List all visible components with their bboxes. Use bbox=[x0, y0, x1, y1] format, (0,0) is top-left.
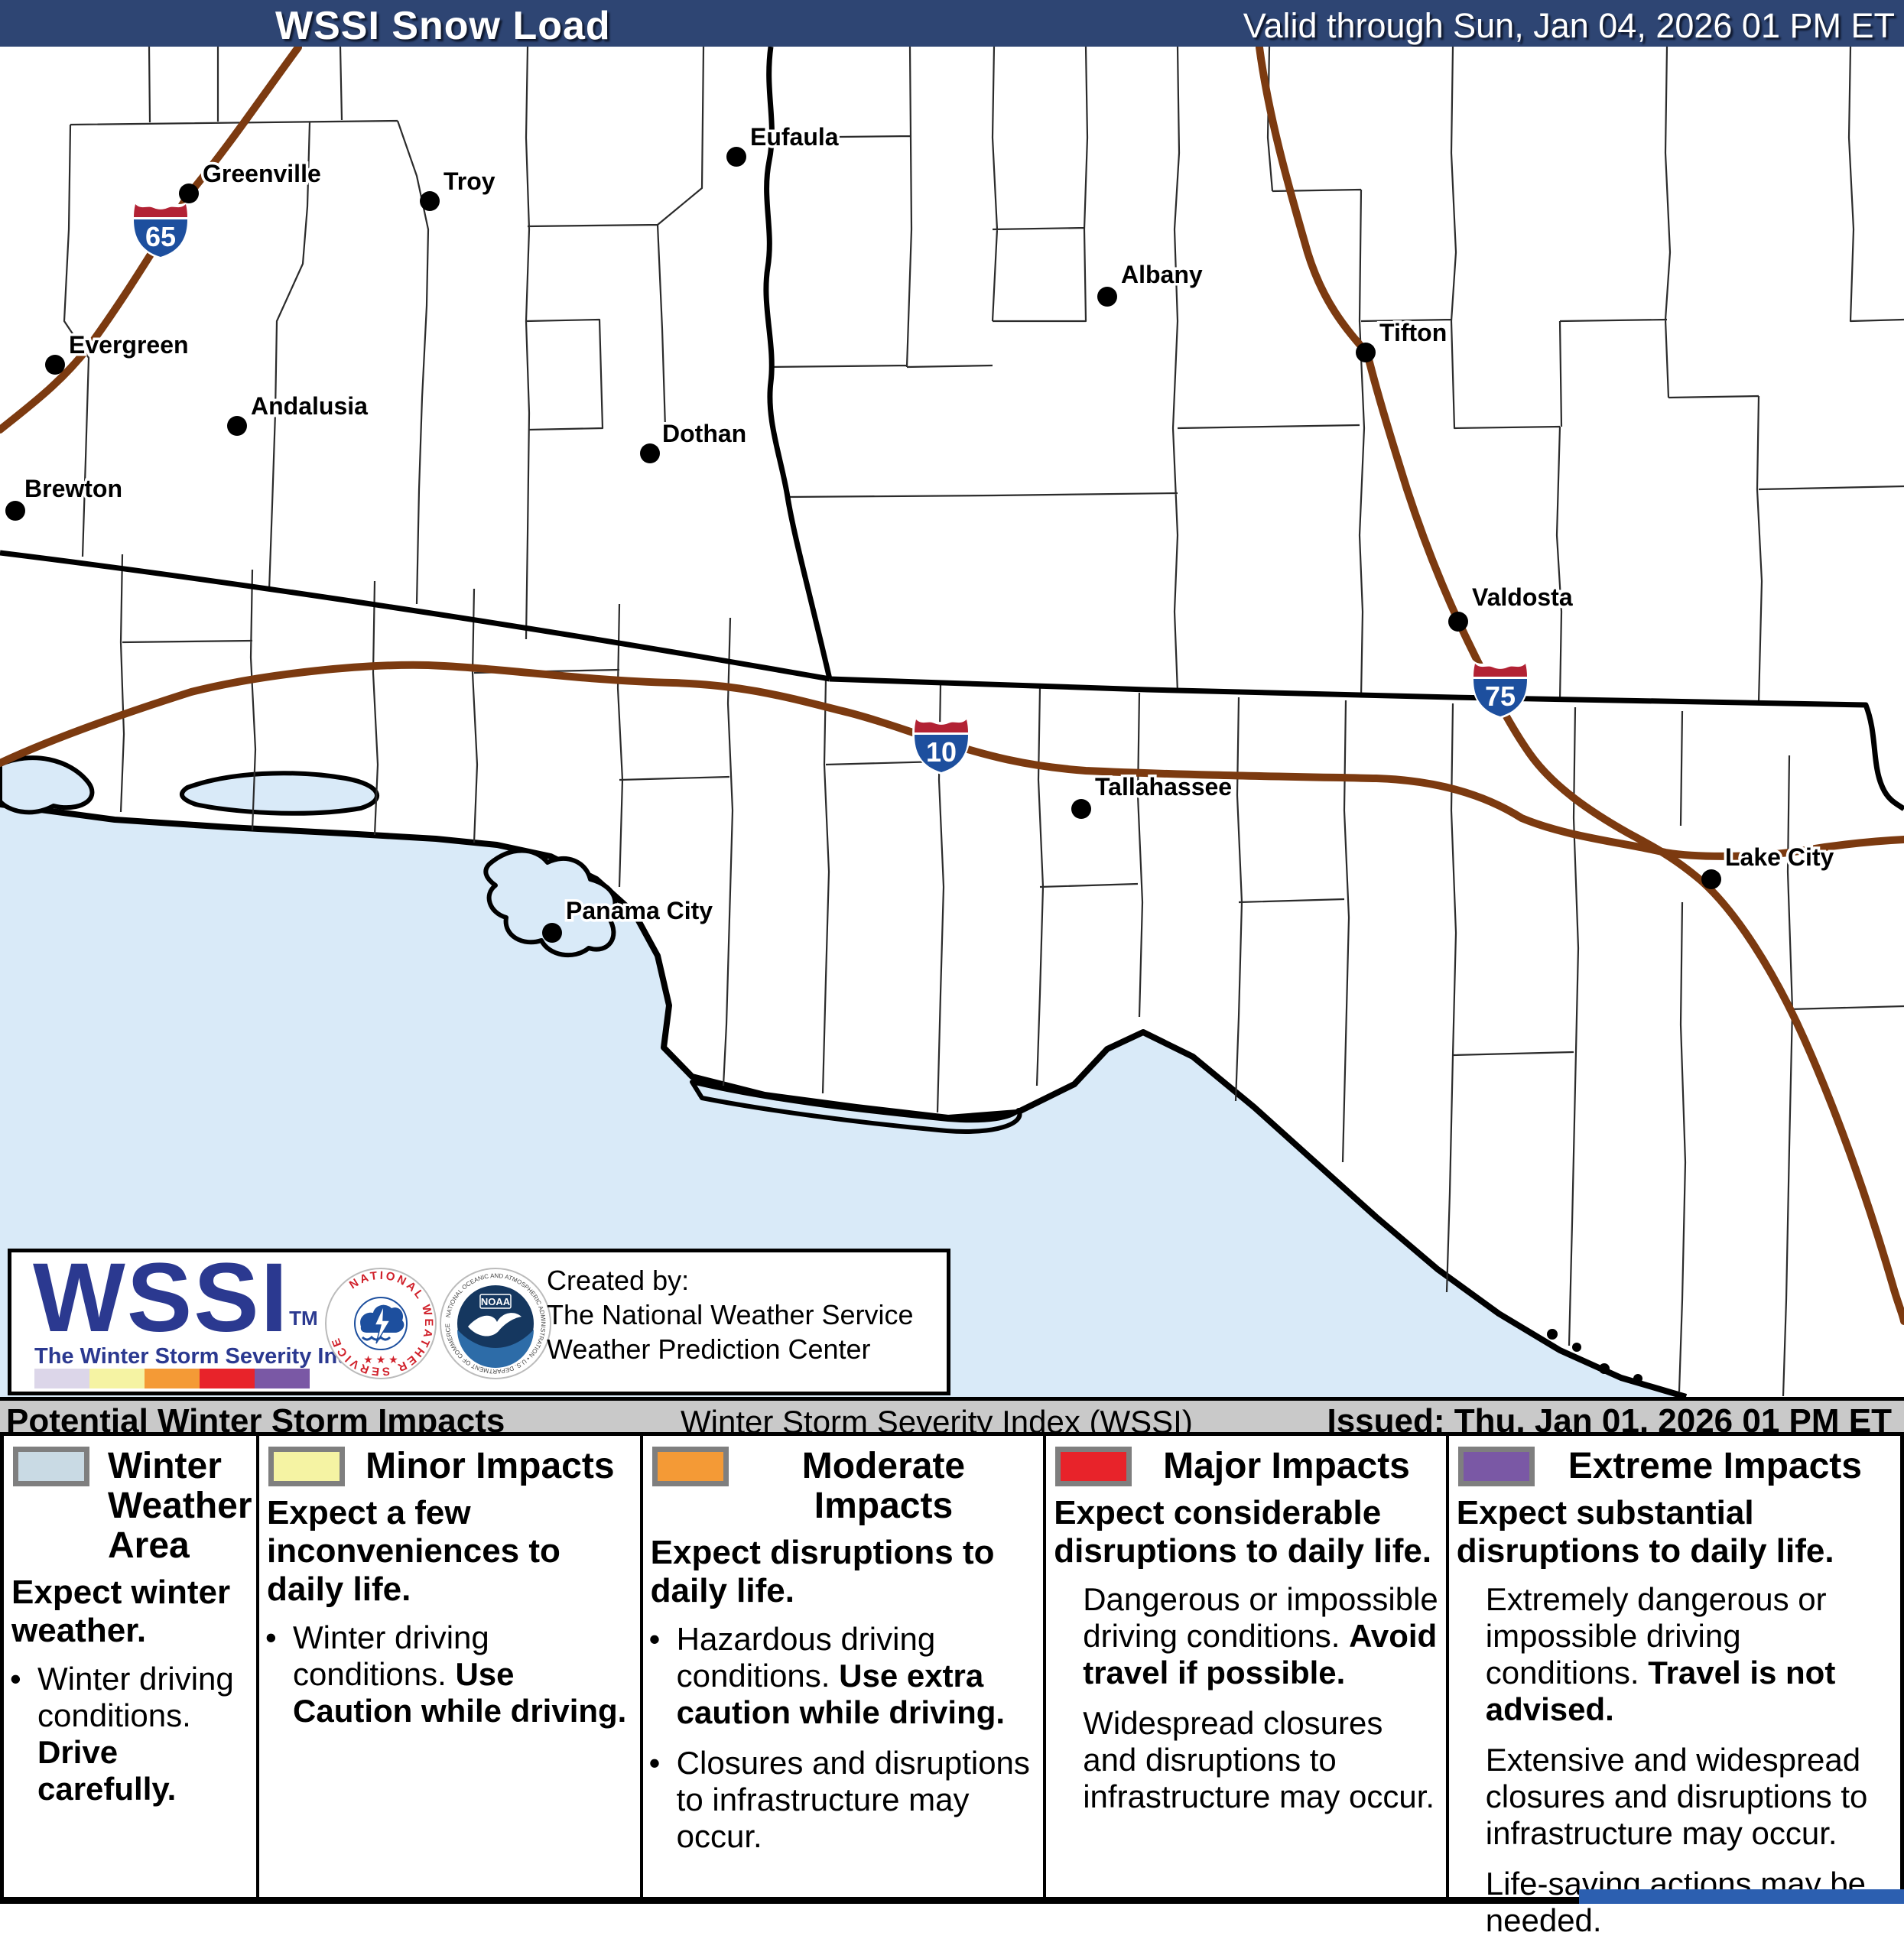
created-by-block: Created by: The National Weather Service… bbox=[547, 1263, 914, 1366]
road-i75 bbox=[1256, 47, 1904, 1325]
legend-intro: Expect disruptions to daily life. bbox=[650, 1534, 995, 1609]
legend-item: • Winter driving conditions. Use Caution … bbox=[265, 1619, 627, 1729]
page-title: WSSI Snow Load bbox=[275, 4, 611, 48]
interstate-shield-65: 65 bbox=[132, 200, 190, 259]
winter-weather-swatch bbox=[13, 1447, 89, 1486]
legend-item: • Closures and disruptions to infrastruct… bbox=[648, 1745, 1030, 1854]
nws-logo-icon: NATIONAL WEATHER SERVICE ★ ★ ★ bbox=[325, 1268, 437, 1379]
state-borders bbox=[0, 47, 1904, 811]
issued-timestamp: Issued: Thu, Jan 01, 2026 01 PM ET bbox=[1327, 1402, 1892, 1440]
interstate-shield-75: 75 bbox=[1471, 660, 1529, 719]
svg-text:Dothan: Dothan bbox=[662, 420, 746, 447]
major-impacts-swatch bbox=[1055, 1447, 1132, 1486]
severity-strip-cell bbox=[89, 1369, 145, 1388]
legend-intro: Expect a few inconveniences to daily lif… bbox=[267, 1494, 560, 1608]
severity-strip-cell bbox=[255, 1369, 310, 1388]
minor-impacts-swatch bbox=[268, 1447, 345, 1486]
org-line2: Weather Prediction Center bbox=[547, 1333, 871, 1365]
legend-item: Extensive and widespread closures and di… bbox=[1485, 1742, 1868, 1851]
attribution-box: WSSITM The Winter Storm Severity Index N… bbox=[8, 1243, 950, 1395]
svg-text:Troy: Troy bbox=[444, 167, 495, 195]
bays bbox=[0, 755, 1022, 1134]
valid-through-text: Valid through Sun, Jan 04, 2026 01 PM ET bbox=[1243, 6, 1895, 45]
city-marker-dothan: Dothan bbox=[640, 417, 749, 463]
city-marker-troy: Troy bbox=[420, 165, 498, 211]
legend-col-extreme: Extreme Impacts Expect substantial disru… bbox=[1449, 1436, 1900, 1939]
legend-title: Extreme Impacts bbox=[1568, 1446, 1862, 1486]
legend-title: Moderate Impacts bbox=[801, 1446, 966, 1526]
legend-title: Winter Weather Area bbox=[108, 1446, 252, 1566]
noaa-logo-icon: NATIONAL OCEANIC AND ATMOSPHERIC ADMINIS… bbox=[440, 1268, 551, 1379]
legend-item: Widespread closures and disruptions to i… bbox=[1083, 1705, 1435, 1814]
svg-text:Evergreen: Evergreen bbox=[69, 331, 189, 359]
city-marker-eufaula: Eufaula bbox=[726, 121, 841, 167]
status-bar: Potential Winter Storm Impacts Winter St… bbox=[0, 1397, 1904, 1440]
legend-intro: Expect winter weather. bbox=[11, 1574, 231, 1649]
svg-text:Panama City: Panama City bbox=[566, 897, 713, 924]
svg-text:Tallahassee: Tallahassee bbox=[1095, 773, 1232, 801]
city-marker-tifton: Tifton bbox=[1356, 317, 1450, 362]
svg-text:Lake City: Lake City bbox=[1725, 843, 1834, 871]
svg-text:Tifton: Tifton bbox=[1379, 319, 1447, 346]
wssi-logo-text: WSSITM bbox=[33, 1243, 318, 1353]
created-by-label: Created by: bbox=[547, 1265, 690, 1296]
legend-intro: Expect substantial disruptions to daily … bbox=[1456, 1494, 1834, 1570]
severity-strip-cell bbox=[145, 1369, 200, 1388]
interstate-shield-10: 10 bbox=[912, 716, 970, 775]
city-marker-lake-city: Lake City bbox=[1701, 841, 1837, 889]
city-marker-valdosta: Valdosta bbox=[1448, 581, 1575, 632]
legend-item: • Hazardous driving conditions. Use extra… bbox=[648, 1621, 1006, 1730]
city-marker-evergreen: Evergreen bbox=[45, 329, 191, 375]
svg-text:Albany: Albany bbox=[1121, 261, 1203, 288]
severity-strip-cell bbox=[34, 1369, 89, 1388]
city-marker-brewton: Brewton bbox=[5, 473, 125, 521]
city-marker-andalusia: Andalusia bbox=[227, 390, 371, 436]
nws-stars: ★ ★ ★ bbox=[363, 1353, 398, 1366]
city-marker-tallahassee: Tallahassee bbox=[1071, 771, 1235, 819]
coastal-islets bbox=[1547, 1329, 1642, 1383]
svg-text:10: 10 bbox=[926, 736, 957, 768]
svg-text:NOAA: NOAA bbox=[481, 1296, 511, 1307]
extreme-impacts-swatch bbox=[1457, 1447, 1535, 1486]
legend-item: • Winter driving conditions. Drive carefu… bbox=[10, 1661, 234, 1807]
legend-col-minor: Minor Impacts Expect a few inconvenience… bbox=[259, 1436, 643, 1897]
legend-title: Minor Impacts bbox=[366, 1446, 615, 1486]
wssi-map[interactable]: 65 10 75 Greenville Troy Eufaula Evergreen And… bbox=[0, 47, 1904, 1397]
severity-strip-cell bbox=[200, 1369, 255, 1388]
svg-text:Eufaula: Eufaula bbox=[750, 123, 839, 151]
city-marker-greenville: Greenville bbox=[179, 158, 323, 203]
legend-intro: Expect considerable disruptions to daily… bbox=[1054, 1494, 1432, 1570]
city-marker-albany: Albany bbox=[1097, 258, 1205, 307]
bottom-blue-bar bbox=[1579, 1889, 1904, 1904]
county-boundaries bbox=[63, 47, 1904, 1397]
impact-legend: Winter Weather Area Expect winter weathe… bbox=[0, 1436, 1904, 1939]
legend-col-moderate: Moderate Impacts Expect disruptions to d… bbox=[643, 1436, 1047, 1897]
status-center-label: Winter Storm Severity Index (WSSI) bbox=[681, 1404, 1193, 1440]
wssi-tagline: The Winter Storm Severity Index bbox=[34, 1344, 376, 1369]
city-marker-panama-city: Panama City bbox=[542, 895, 716, 943]
legend-title: Major Impacts bbox=[1163, 1446, 1410, 1486]
svg-text:Valdosta: Valdosta bbox=[1472, 583, 1573, 611]
wssi-severity-strip bbox=[34, 1369, 310, 1388]
legend-item: Extremely dangerous or impossible drivin… bbox=[1485, 1581, 1836, 1727]
svg-text:75: 75 bbox=[1485, 680, 1516, 712]
svg-text:Greenville: Greenville bbox=[203, 160, 321, 187]
moderate-impacts-swatch bbox=[651, 1447, 729, 1486]
svg-text:Brewton: Brewton bbox=[24, 475, 122, 502]
svg-text:65: 65 bbox=[145, 221, 176, 252]
title-bar: WSSI Snow Load Valid through Sun, Jan 04… bbox=[0, 0, 1904, 48]
trademark: TM bbox=[289, 1307, 318, 1330]
legend-col-major: Major Impacts Expect considerable disrup… bbox=[1046, 1436, 1449, 1897]
org-line1: The National Weather Service bbox=[547, 1299, 914, 1330]
svg-text:Andalusia: Andalusia bbox=[251, 392, 368, 420]
legend-col-winter-weather-area: Winter Weather Area Expect winter weathe… bbox=[4, 1436, 259, 1897]
legend-item: Dangerous or impossible driving conditio… bbox=[1083, 1581, 1438, 1691]
status-left-title: Potential Winter Storm Impacts bbox=[6, 1402, 505, 1440]
